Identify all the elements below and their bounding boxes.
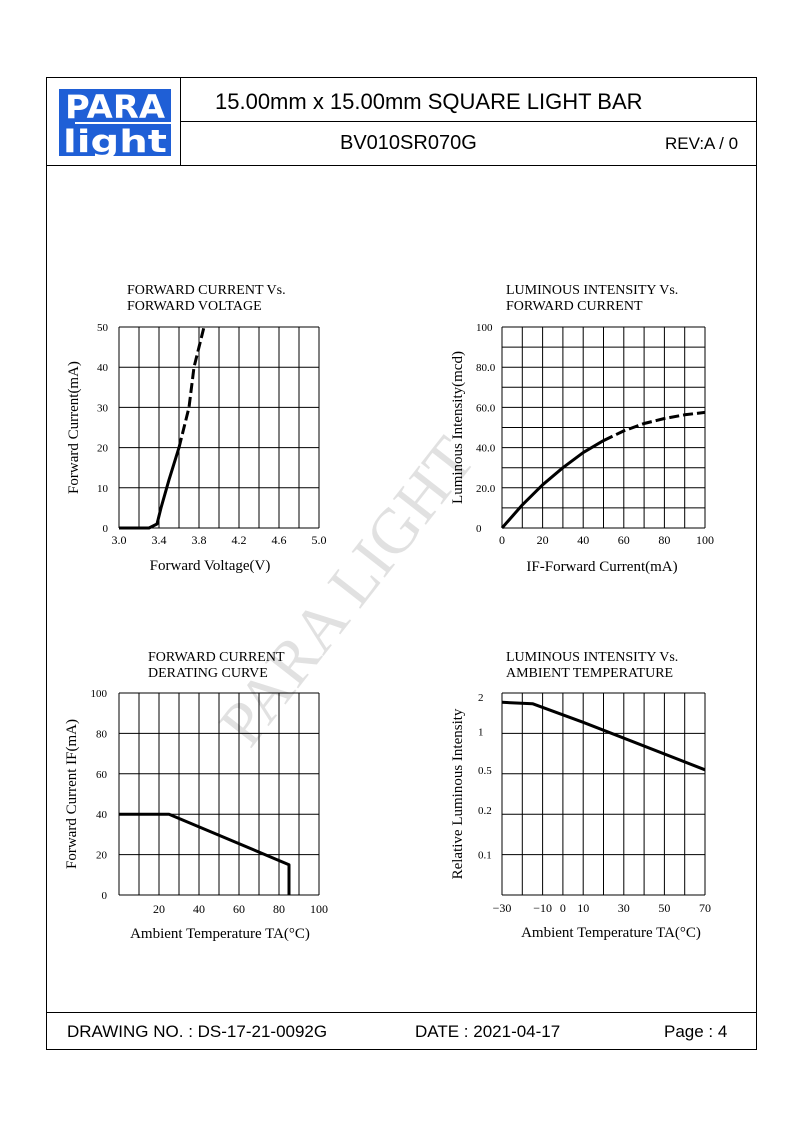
x-tick-label: −30 [493,901,512,915]
y-tick-label: 0 [102,890,108,902]
part-number: BV010SR070G [340,132,477,154]
y-tick-label: 0 [476,523,482,535]
x-tick-label: 50 [658,901,670,915]
x-tick-label: 60 [233,902,245,916]
series-line [119,812,291,895]
document-title: 15.00mm x 15.00mm SQUARE LIGHT BAR [215,89,643,114]
x-tick-label: 30 [618,901,630,915]
chart-title: FORWARD CURRENT [506,299,643,314]
drawing-date: DATE : 2021-04-17 [415,1022,561,1041]
page-number: Page : 4 [664,1022,728,1041]
header-divider-bottom [46,165,757,166]
para-light-logo: PARA light [55,86,173,158]
watermark: PARA LIGHT [205,424,488,759]
x-tick-label: −10 [533,901,552,915]
y-tick-label: 20 [96,850,108,862]
revision: REV:A / 0 [665,134,739,153]
x-tick-label: 4.6 [272,533,287,547]
y-tick-label: 80 [96,728,108,740]
chart-title: FORWARD CURRENT Vs. [127,283,286,298]
y-tick-label: 0.1 [478,850,492,862]
x-tick-label: 3.0 [112,533,127,547]
y-tick-label: 20 [97,443,109,455]
x-tick-label: 80 [273,902,285,916]
chart-title: AMBIENT TEMPERATURE [506,666,673,681]
x-axis-label: Ambient Temperature TA(°C) [130,926,310,942]
x-tick-label: 100 [696,533,714,547]
x-tick-label: 5.0 [312,533,327,547]
chart-title: LUMINOUS INTENSITY Vs. [506,283,678,298]
y-tick-label: 1 [478,726,484,738]
x-tick-label: 20 [153,902,165,916]
y-tick-label: 40 [96,809,108,821]
chart-title: LUMINOUS INTENSITY Vs. [506,650,678,665]
x-tick-label: 0 [560,901,566,915]
x-axis-label: Ambient Temperature TA(°C) [521,925,701,941]
x-tick-label: 40 [577,533,589,547]
x-axis-label: IF-Forward Current(mA) [526,559,677,575]
drawing-number: DRAWING NO. : DS-17-21-0092G [67,1022,328,1041]
series-line [119,447,181,530]
drawing-frame [46,77,757,1050]
y-tick-label: 80.0 [476,362,496,374]
chart-title: DERATING CURVE [148,666,268,681]
x-tick-label: 60 [618,533,630,547]
y-tick-label: 0.5 [478,765,492,777]
y-tick-label: 10 [97,483,109,495]
y-tick-label: 50 [97,322,109,334]
y-tick-label: 40.0 [476,443,496,455]
y-axis-label: Luminous Intensity(mcd) [450,351,466,504]
x-tick-label: 80 [658,533,670,547]
x-axis-label: Forward Voltage(V) [150,558,271,574]
x-tick-label: 10 [577,901,589,915]
y-tick-label: 60 [96,769,108,781]
footer-divider [46,1012,757,1013]
y-tick-label: 20.0 [476,483,496,495]
series-line [177,326,206,448]
header-divider-middle [180,121,757,122]
y-axis-label: Relative Luminous Intensity [450,708,466,879]
chart-title: FORWARD CURRENT [148,650,285,665]
logo-text-top: PARA [65,88,165,126]
y-tick-label: 60.0 [476,402,496,414]
y-tick-label: 100 [91,688,108,700]
series-line [501,700,706,772]
x-tick-label: 100 [310,902,328,916]
header-divider-vertical [180,77,181,165]
y-tick-label: 100 [476,322,493,334]
y-tick-label: 0.2 [478,805,492,817]
series-line [602,410,706,442]
y-tick-label: 30 [97,402,109,414]
y-tick-label: 40 [97,362,109,374]
y-axis-label: Forward Current IF(mA) [64,719,80,869]
y-tick-label: 0 [103,523,109,535]
x-tick-label: 70 [699,901,711,915]
x-tick-label: 40 [193,902,205,916]
x-tick-label: 20 [537,533,549,547]
x-tick-label: 3.8 [192,533,207,547]
logo-text-bottom: light [63,124,167,158]
chart-title: FORWARD VOLTAGE [127,299,262,314]
x-tick-label: 4.2 [232,533,247,547]
series-line [500,439,605,529]
x-tick-label: 3.4 [152,533,167,547]
y-axis-label: Forward Current(mA) [66,361,82,494]
x-tick-label: 0 [499,533,505,547]
y-tick-label: 2 [478,692,484,704]
